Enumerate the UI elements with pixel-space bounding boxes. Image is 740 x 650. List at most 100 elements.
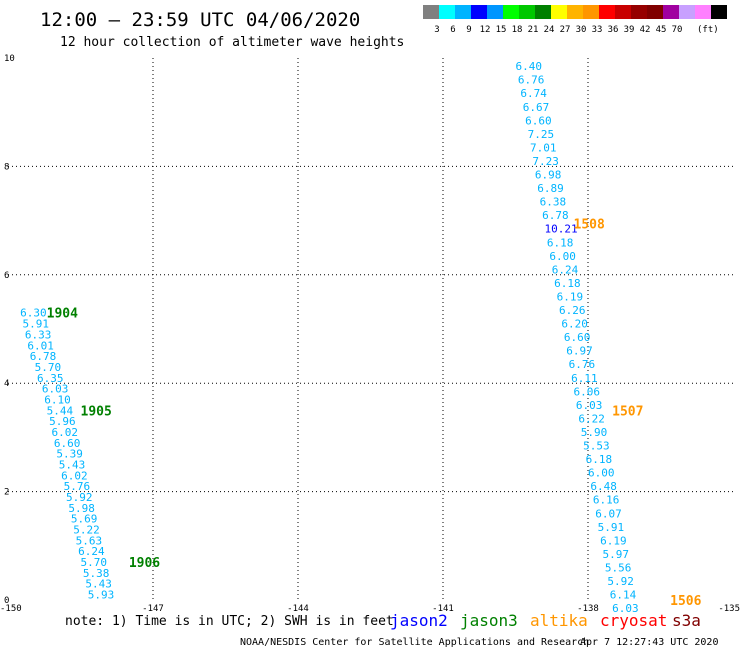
timestamp-text: Apr 7 12:27:43 UTC 2020 — [580, 637, 718, 648]
wave-height-value: 6.60 — [54, 437, 81, 450]
wave-height-value: 6.24 — [78, 545, 105, 558]
wave-height-values: 6.305.916.336.016.785.706.356.036.105.44… — [20, 60, 639, 615]
wave-height-value: 6.14 — [610, 589, 637, 602]
wave-height-value: 6.02 — [52, 426, 79, 439]
wave-height-value: 5.98 — [68, 502, 95, 515]
y-tick-label: 8 — [4, 162, 9, 172]
legend-label: 45 — [656, 25, 667, 35]
wave-height-value: 10.21 — [545, 223, 578, 236]
pass-label: 1906 — [129, 556, 160, 571]
axis-ticks: -150 -147 -144 -141 -138 -135 0 2 4 6 8 10 — [0, 54, 740, 614]
pass-labels: 1904 1905 1906 1508 1507 1506 — [47, 217, 702, 609]
wave-height-value: 6.03 — [612, 602, 639, 615]
wave-height-value: 6.11 — [571, 372, 598, 385]
wave-height-value: 6.00 — [588, 467, 615, 480]
wave-height-value: 6.24 — [552, 263, 579, 276]
wave-height-value: 5.70 — [35, 361, 62, 374]
wave-height-value: 5.38 — [83, 567, 110, 580]
wave-height-value: 7.23 — [532, 155, 559, 168]
legend-swatch — [583, 5, 599, 19]
legend-swatch — [551, 5, 567, 19]
x-tick-label: -138 — [577, 604, 599, 614]
pass-label: 1508 — [574, 217, 605, 232]
wave-height-value: 6.19 — [557, 290, 584, 303]
legend-label: 24 — [544, 25, 555, 35]
legend-swatch — [711, 5, 727, 19]
x-tick-label: -147 — [142, 604, 164, 614]
wave-height-value: 6.35 — [37, 372, 64, 385]
y-tick-label: 4 — [4, 379, 9, 389]
wave-height-value: 7.01 — [530, 141, 557, 154]
wave-height-value: 5.91 — [23, 318, 50, 331]
legend-swatch — [679, 5, 695, 19]
wave-height-value: 6.18 — [547, 236, 574, 249]
legend-swatch — [647, 5, 663, 19]
map-subtitle: 12 hour collection of altimeter wave hei… — [60, 35, 404, 50]
wave-height-value: 6.19 — [600, 534, 627, 547]
wave-height-value: 7.25 — [528, 128, 555, 141]
legend-swatch — [471, 5, 487, 19]
wave-height-value: 5.43 — [85, 578, 112, 591]
legend-label: 33 — [592, 25, 603, 35]
legend-label: 9 — [466, 25, 471, 35]
satellite-jason3: jason3 — [460, 611, 518, 630]
satellite-s3a: s3a — [672, 611, 701, 630]
x-tick-label: -144 — [287, 604, 309, 614]
wave-height-value: 6.60 — [564, 331, 591, 344]
legend-swatch — [503, 5, 519, 19]
pass-label: 1904 — [47, 307, 78, 322]
wave-height-value: 6.22 — [578, 412, 605, 425]
note-text: note: 1) Time is in UTC; 2) SWH is in fe… — [65, 614, 394, 629]
legend-swatch — [455, 5, 471, 19]
y-tick-label: 6 — [4, 271, 9, 281]
wave-height-value: 5.53 — [583, 440, 610, 453]
wave-height-value: 5.76 — [64, 480, 90, 493]
wave-height-value: 6.67 — [523, 101, 550, 114]
wave-height-value: 6.16 — [593, 494, 620, 507]
legend-swatch — [695, 5, 711, 19]
legend-swatch — [663, 5, 679, 19]
wave-height-value: 6.03 — [42, 383, 68, 396]
wave-height-value: 6.18 — [554, 277, 581, 290]
satellite-legend: jason2 jason3 altika cryosat s3a — [390, 611, 701, 630]
legend-label: 12 — [480, 25, 491, 35]
legend-swatch — [599, 5, 615, 19]
legend-swatch — [487, 5, 503, 19]
legend-unit: (ft) — [697, 25, 719, 35]
wave-height-value: 5.70 — [81, 556, 108, 569]
legend-label: 18 — [512, 25, 523, 35]
wave-height-value: 6.07 — [595, 507, 622, 520]
wave-height-value: 5.63 — [76, 534, 103, 547]
wave-height-value: 6.78 — [542, 209, 569, 222]
wave-height-value: 6.89 — [537, 182, 564, 195]
legend-label: 6 — [450, 25, 455, 35]
wave-height-value: 5.93 — [88, 589, 115, 602]
legend-label: 39 — [624, 25, 635, 35]
wave-height-value: 5.97 — [603, 548, 630, 561]
legend-label: 70 — [672, 25, 683, 35]
wave-height-value: 6.38 — [540, 196, 567, 209]
legend-label: 15 — [496, 25, 507, 35]
wave-height-value: 5.92 — [607, 575, 634, 588]
wave-height-value: 6.01 — [27, 339, 54, 352]
wave-height-value: 5.69 — [71, 513, 98, 526]
wave-height-value: 6.20 — [561, 318, 588, 331]
map-title: 12:00 – 23:59 UTC 04/06/2020 — [40, 9, 360, 31]
wave-height-value: 6.76 — [518, 74, 545, 87]
x-tick-label: -150 — [0, 604, 22, 614]
legend-label: 3 — [434, 25, 439, 35]
pass-label: 1506 — [670, 594, 701, 609]
legend-label: 36 — [608, 25, 619, 35]
wave-height-value: 5.39 — [56, 448, 82, 461]
legend-swatch — [439, 5, 455, 19]
color-legend: 3 6 9 12 15 18 21 24 27 30 33 36 39 42 45 70 (ft) — [423, 5, 727, 35]
wave-height-value: 5.92 — [66, 491, 93, 504]
wave-height-value: 6.00 — [549, 250, 576, 263]
wave-height-value: 6.60 — [525, 114, 552, 127]
y-tick-label: 0 — [4, 596, 9, 606]
pass-label: 1905 — [81, 404, 112, 419]
legend-label: 42 — [640, 25, 651, 35]
wave-height-value: 6.74 — [520, 87, 547, 100]
wave-height-value: 5.91 — [598, 521, 625, 534]
